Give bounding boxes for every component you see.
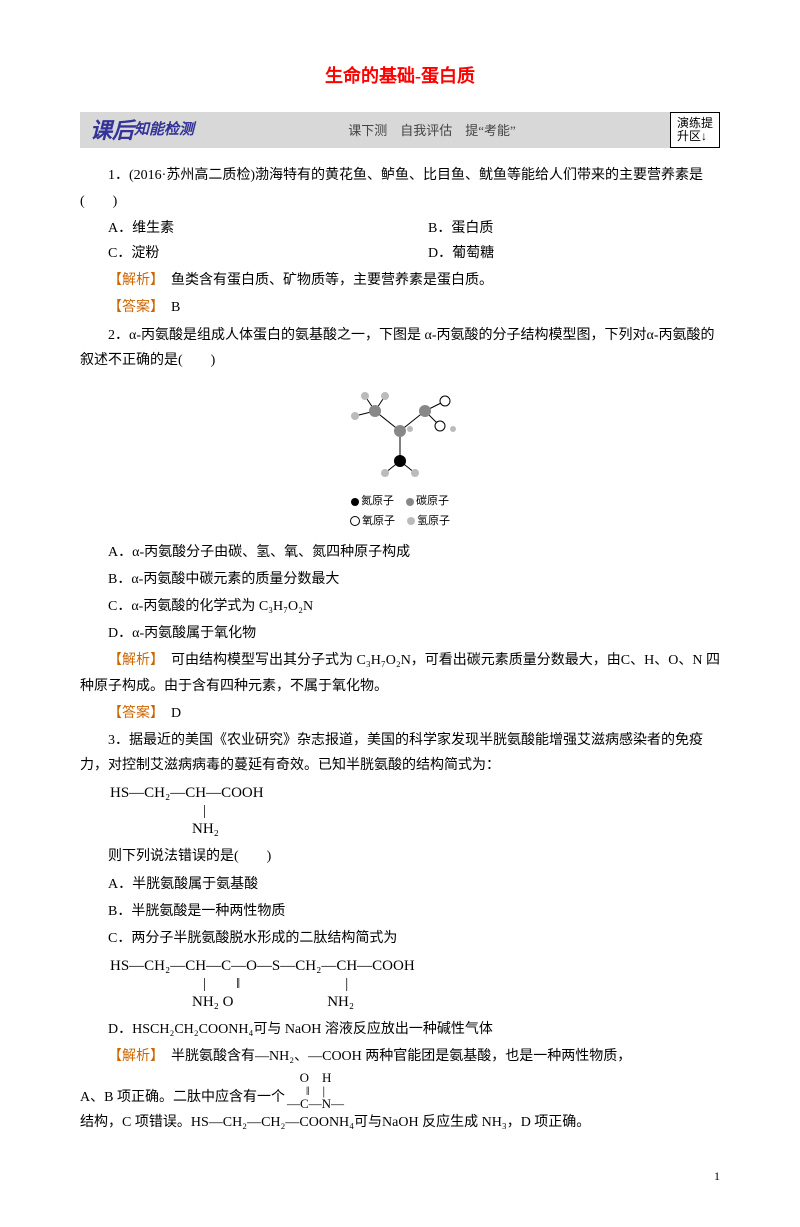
dip-top: HS—CH₂—CH—C—O—S—CH₂—CH—COOH (110, 957, 720, 975)
cys-top: HS—CH₂—CH—COOH (110, 784, 720, 802)
q3-optC: C．两分子半胱氨酸脱水形成的二肽结构简式为 (80, 926, 720, 951)
q3-optB: B．半胱氨酸是一种两性物质 (80, 899, 720, 924)
banner-right-l2: 升区↓ (677, 130, 713, 143)
q2-optD: D．α-丙氨酸属于氧化物 (80, 621, 720, 646)
q3-optA: A．半胱氨酸属于氨基酸 (80, 872, 720, 897)
molecule-figure: 氮原子 碳原子 氧原子 氢原子 (80, 381, 720, 532)
q1-analysis-text: 鱼类含有蛋白质、矿物质等，主要营养素是蛋白质。 (157, 273, 493, 288)
q3-num: 3． (108, 733, 129, 748)
q2-analysis-text: 可由结构模型写出其分子式为 C₃H₇O₂N，可看出碳元素质量分数最大，由C、H、… (80, 653, 720, 693)
banner-mid: 课下测 自我评估 提“考能” (194, 112, 670, 148)
q2-num: 2． (108, 328, 129, 343)
q1-analysis: 【解析】 鱼类含有蛋白质、矿物质等，主要营养素是蛋白质。 (80, 268, 720, 293)
banner-right: 演练提 升区↓ (670, 112, 720, 148)
banner-left: 课 后 知能检测 (80, 112, 194, 148)
q2-stem-text: α-丙氨酸是组成人体蛋白的氨基酸之一，下图是 α-丙氨酸的分子结构模型图，下列对… (80, 328, 715, 368)
banner-char2: 后 (112, 111, 134, 151)
cys-nh2: NH₂ (110, 820, 720, 838)
alanine-molecule-icon (325, 381, 475, 481)
q1-answer: 【答案】 B (80, 295, 720, 320)
cysteine-structure: HS—CH₂—CH—COOH | NH₂ (110, 784, 720, 838)
q3-analysis2: A、B 项正确。二肽中应含有一个 O H ‖ | —C—N— 结构，C 项错误。… (80, 1071, 720, 1135)
analysis-label2: 【解析】 (108, 653, 157, 668)
molecule-legend: 氮原子 碳原子 氧原子 氢原子 (80, 492, 720, 532)
q1-stem-text: (2016·苏州高二质检)渤海特有的黄花鱼、鲈鱼、比目鱼、鱿鱼等能给人们带来的主… (80, 168, 703, 208)
q1-stem: 1．(2016·苏州高二质检)渤海特有的黄花鱼、鲈鱼、比目鱼、鱿鱼等能给人们带来… (80, 163, 720, 213)
q3-analysis: 【解析】 半胱氨酸含有—NH₂、—COOH 两种官能团是氨基酸，也是一种两性物质… (80, 1044, 720, 1069)
page-title: 生命的基础-蛋白质 (80, 60, 720, 92)
q2-analysis: 【解析】 可由结构模型写出其分子式为 C₃H₇O₂N，可看出碳元素质量分数最大，… (80, 648, 720, 698)
analysis-label: 【解析】 (108, 273, 157, 288)
q3-stem-text: 据最近的美国《农业研究》杂志报道，美国的科学家发现半胱氨酸能增强艾滋病感染者的免… (80, 733, 703, 773)
q1-num: 1． (108, 168, 129, 183)
q3-analysis-text: 半胱氨酸含有—NH₂、—COOH 两种官能团是氨基酸，也是一种两性物质， (157, 1049, 631, 1064)
leg-o: 氧原子 (362, 515, 395, 527)
banner-char1: 课 (90, 111, 112, 151)
dip-bar: | ‖ | (110, 975, 720, 993)
dip-bot: NH₂ O NH₂ (110, 993, 720, 1011)
q1-opts-row2: C．淀粉 D．葡萄糖 (80, 241, 720, 266)
analysis-label3: 【解析】 (108, 1049, 157, 1064)
q1-optC: C．淀粉 (80, 241, 400, 266)
pep-bot: —C—N— (287, 1097, 344, 1110)
q2-optB: B．α-丙氨酸中碳元素的质量分数最大 (80, 567, 720, 592)
q2-answer: 【答案】 D (80, 701, 720, 726)
answer-label: 【答案】 (108, 300, 157, 315)
leg-c: 碳原子 (416, 495, 449, 507)
q1-opts-row1: A．维生素 B．蛋白质 (80, 216, 720, 241)
leg-h: 氢原子 (417, 515, 450, 527)
q3-stem: 3．据最近的美国《农业研究》杂志报道，美国的科学家发现半胱氨酸能增强艾滋病感染者… (80, 728, 720, 778)
q1-optB: B．蛋白质 (400, 216, 720, 241)
q2-optA: A．α-丙氨酸分子由碳、氢、氧、氮四种原子构成 (80, 540, 720, 565)
q2-stem: 2．α-丙氨酸是组成人体蛋白的氨基酸之一，下图是 α-丙氨酸的分子结构模型图，下… (80, 323, 720, 373)
q1-optA: A．维生素 (80, 216, 400, 241)
q1-optD: D．葡萄糖 (400, 241, 720, 266)
dipeptide-structure: HS—CH₂—CH—C—O—S—CH₂—CH—COOH | ‖ | NH₂ O … (110, 957, 720, 1011)
banner: 课 后 知能检测 课下测 自我评估 提“考能” 演练提 升区↓ (80, 112, 720, 148)
q1-answer-text: B (157, 300, 180, 315)
q3-a2-pre: A、B 项正确。二肽中应含有一个 (80, 1085, 285, 1110)
q3-optD: D．HSCH₂CH₂COONH₄可与 NaOH 溶液反应放出一种碱性气体 (80, 1017, 720, 1042)
cys-bar: | (110, 802, 720, 820)
banner-subtitle: 知能检测 (134, 117, 194, 144)
page-number: 1 (80, 1166, 720, 1188)
leg-n: 氮原子 (361, 495, 394, 507)
q2-answer-text: D (157, 706, 181, 721)
q2-optC: C．α-丙氨酸的化学式为 C₃H₇O₂N (80, 594, 720, 619)
q3-stem2: 则下列说法错误的是( ) (80, 844, 720, 869)
answer-label2: 【答案】 (108, 706, 157, 721)
peptide-bond: O H ‖ | —C—N— (287, 1071, 344, 1110)
